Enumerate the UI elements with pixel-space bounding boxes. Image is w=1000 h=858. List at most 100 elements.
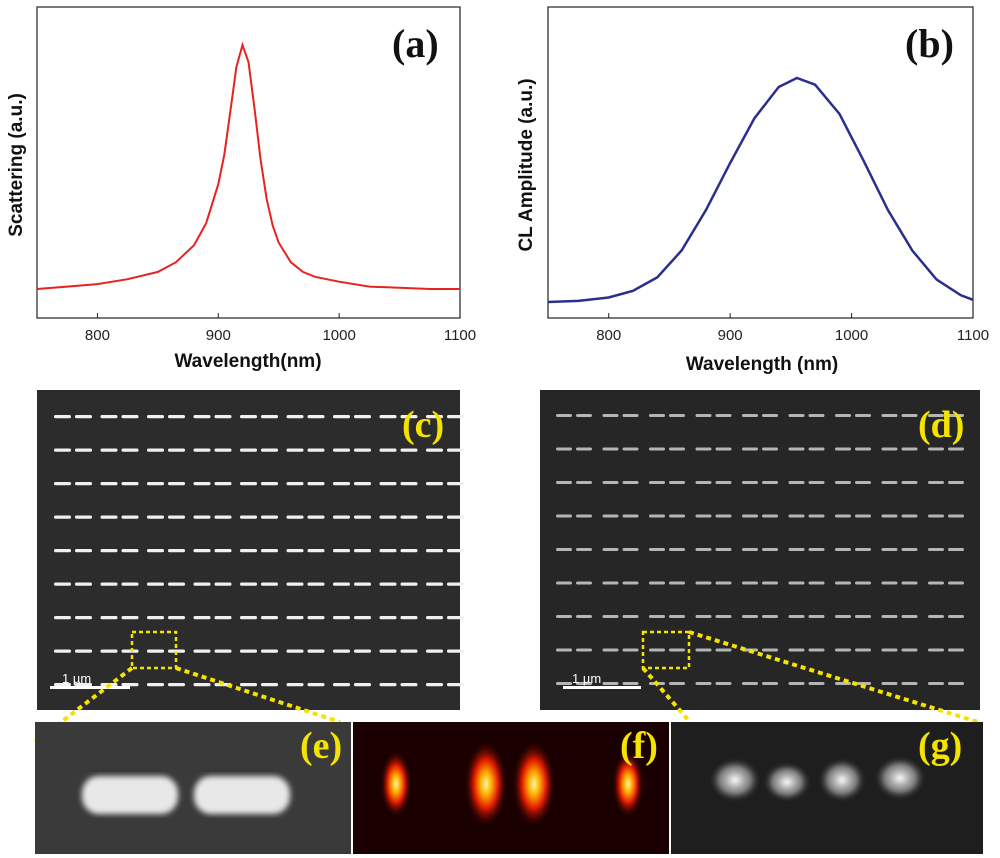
nanorod: [286, 549, 304, 553]
nanorod: [426, 649, 443, 653]
cl-emission-spot: [602, 615, 619, 618]
nanorod: [426, 415, 443, 419]
nanorod: [447, 616, 464, 620]
nanorod: [100, 515, 118, 519]
nanorod: [54, 448, 71, 452]
nanorod: [147, 482, 164, 486]
nanorod: [54, 549, 71, 553]
cl-emission-spot: [835, 514, 851, 518]
simulation-f-label: (f): [620, 725, 658, 767]
nanorod: [307, 515, 325, 519]
connector-d-right: [688, 630, 979, 724]
nanorod: [354, 515, 371, 519]
cl-emission-spot: [602, 481, 619, 484]
nanorod: [121, 549, 139, 553]
nanorod: [193, 549, 211, 553]
cl-emission-spot: [948, 615, 964, 618]
cl-emission-spot: [762, 548, 778, 551]
cl-emission-spot: [881, 447, 898, 451]
cl-emission-spot: [742, 414, 758, 417]
cl-emission-spot: [855, 581, 871, 585]
cl-emission-spot: [556, 481, 572, 484]
cl-emission-spot: [602, 648, 619, 652]
nanorod: [214, 616, 232, 620]
nanorod: [354, 415, 371, 419]
nanorod: [100, 616, 118, 620]
nanorod: [286, 683, 304, 687]
nanorod: [75, 415, 92, 419]
cl-emission-spot: [901, 481, 918, 484]
chart-b-series-line: [547, 76, 974, 304]
nanorod: [307, 549, 325, 553]
scale-bar-c: [50, 686, 130, 689]
cl-emission-spot: [901, 414, 918, 417]
nanorod: [307, 415, 325, 419]
cl-emission-spot: [622, 481, 639, 484]
cl-emission-spot: [788, 414, 805, 417]
nanorod: [286, 582, 304, 586]
chart-b-panel-label: (b): [905, 21, 954, 66]
cl-emission-spot: [881, 682, 898, 685]
nanorod: [193, 415, 211, 419]
nanorod: [240, 515, 257, 519]
cl-emission-spot: [788, 648, 805, 652]
cl-emission-spot: [928, 581, 944, 585]
nanorod: [147, 616, 164, 620]
chart-b-x-axis-label: Wavelength (nm): [686, 354, 838, 375]
nanorod: [214, 415, 232, 419]
cl-emission-spot: [556, 414, 572, 417]
cl-emission-spot: [762, 682, 778, 685]
chart-b-tick-label: 900: [718, 327, 743, 344]
nanorod: [121, 415, 139, 419]
sem-image-c: 1 µm (c): [37, 390, 464, 710]
nanorod: [214, 582, 232, 586]
cl-emission-spot: [602, 682, 619, 685]
cl-emission-spot: [715, 615, 732, 618]
nanorod: [333, 448, 350, 452]
nanorod: [447, 482, 464, 486]
cl-emission-spot: [808, 581, 825, 585]
cl-emission-spot: [556, 615, 572, 618]
nanorod: [333, 582, 350, 586]
cl-spot-3: [818, 758, 866, 802]
nanorod: [400, 415, 418, 419]
cl-emission-spot: [881, 615, 898, 618]
nanorod: [400, 482, 418, 486]
nanorod: [261, 415, 278, 419]
nanorod: [426, 482, 443, 486]
cl-emission-spot: [901, 581, 918, 585]
cl-emission-spot: [835, 447, 851, 451]
nanorod: [379, 515, 397, 519]
cl-emission-spot: [622, 514, 639, 518]
nanorod: [240, 448, 257, 452]
cl-emission-array: [556, 414, 964, 685]
nanorod: [379, 415, 397, 419]
nanorod: [147, 515, 164, 519]
cl-emission-spot: [788, 581, 805, 585]
cl-emission-spot: [695, 447, 712, 451]
nanorod: [307, 683, 325, 687]
nanorod: [286, 649, 304, 653]
nanorod: [121, 616, 139, 620]
cl-emission-spot: [808, 481, 825, 484]
cl-emission-spot: [948, 648, 964, 652]
cl-emission-spot: [808, 414, 825, 417]
cl-emission-spot: [881, 481, 898, 484]
chart-b-tick-label: 800: [596, 327, 621, 344]
cl-emission-spot: [576, 481, 592, 484]
cl-emission-spot: [855, 514, 871, 518]
chart-a-tick-label: 1000: [322, 327, 355, 344]
chart-b: 800 900 1000 1100 (b) Wavelength (nm) CL Am…: [516, 6, 989, 375]
cl-emission-spot: [669, 548, 685, 551]
nanorod: [54, 415, 71, 419]
cl-emission-spot: [622, 682, 639, 685]
nanorod: [286, 448, 304, 452]
nanorod: [75, 582, 92, 586]
cl-emission-spot: [695, 648, 712, 652]
nanorod: [261, 549, 278, 553]
nanorod: [354, 448, 371, 452]
nanorod: [400, 515, 418, 519]
nanorod: [168, 482, 185, 486]
nanorod: [75, 683, 92, 687]
cl-emission-spot: [715, 548, 732, 551]
